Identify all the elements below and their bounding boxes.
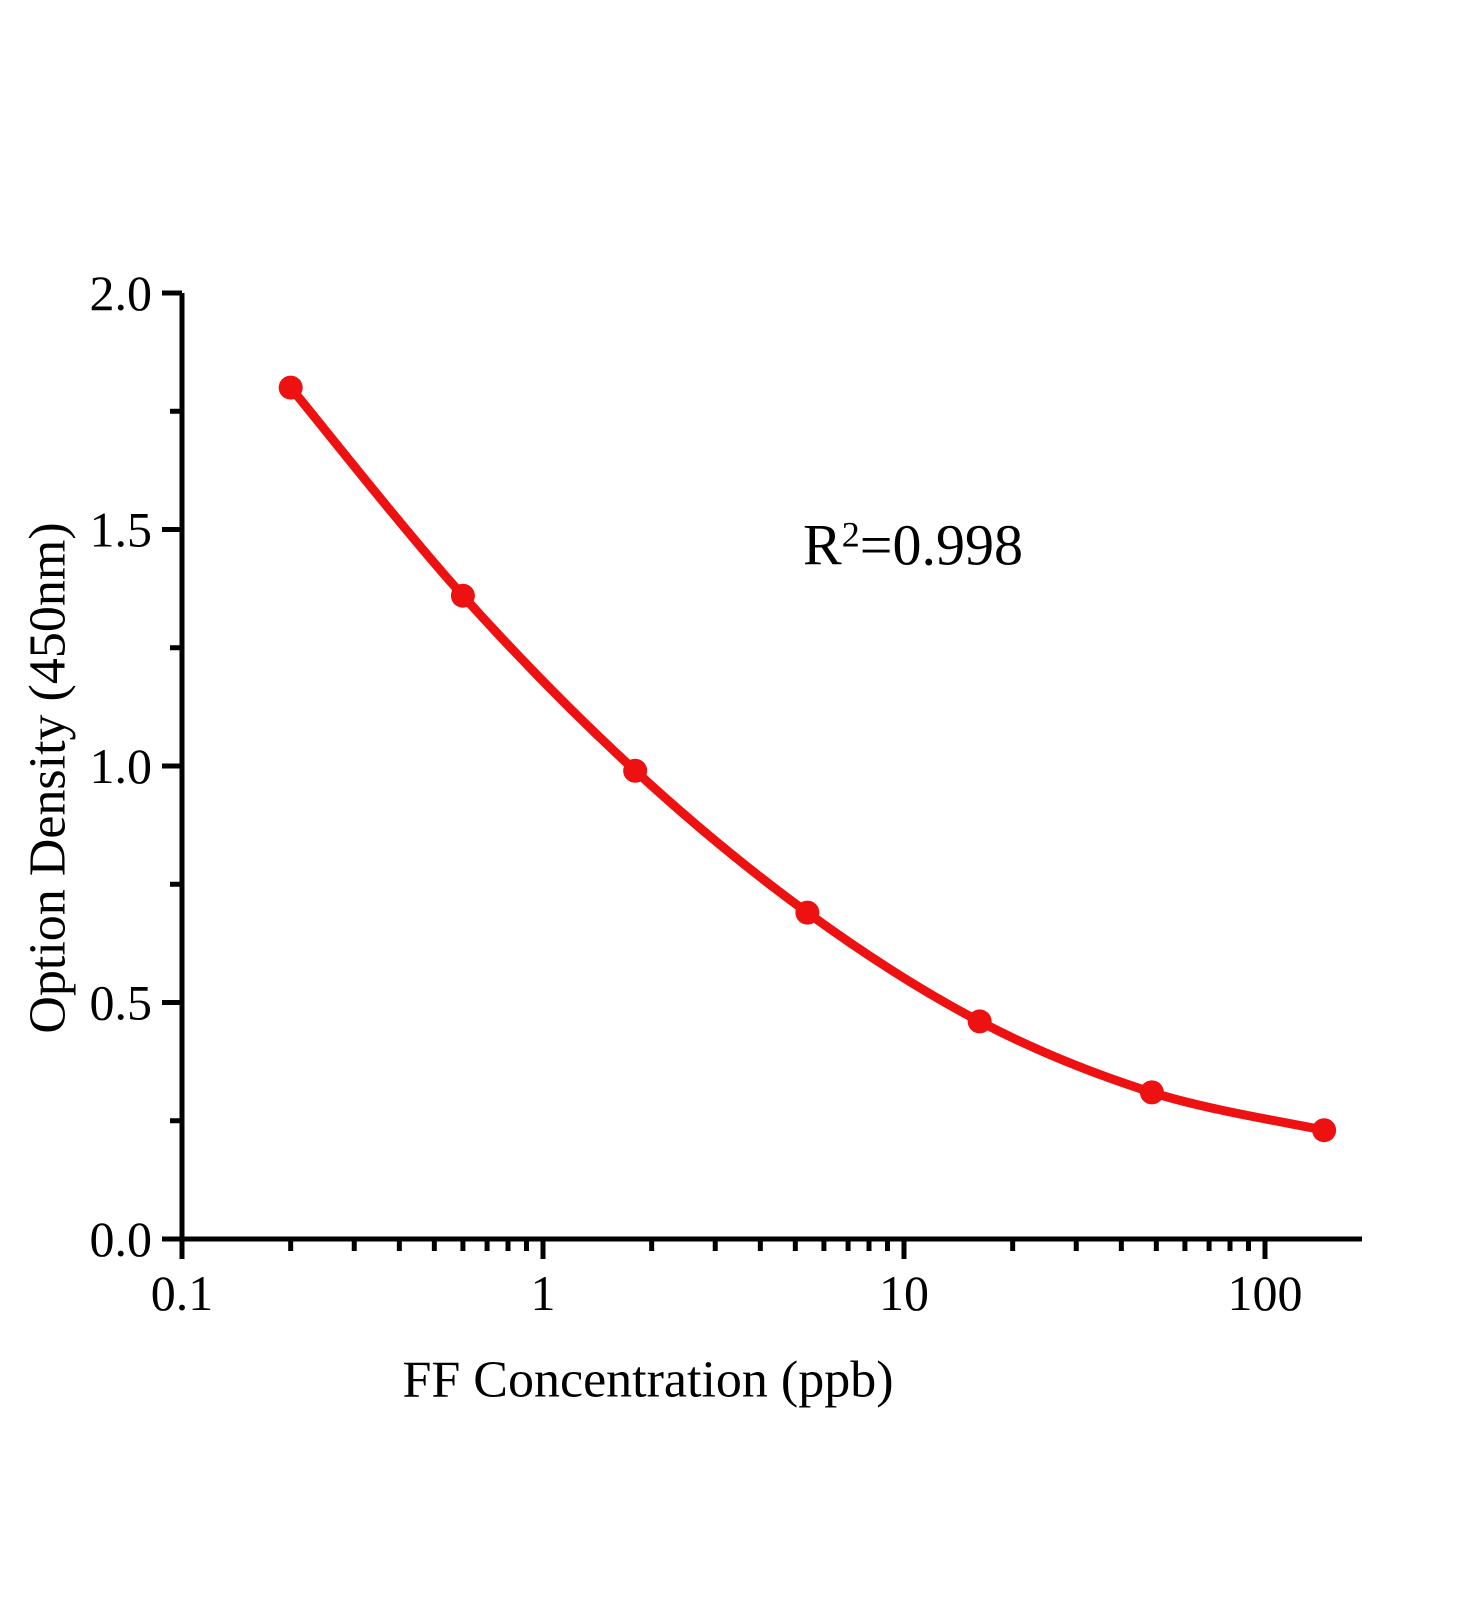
data-point-marker xyxy=(1139,1080,1164,1105)
y-tick-label: 1.5 xyxy=(90,502,153,558)
r-squared-annotation: R2=0.998 xyxy=(803,512,1023,579)
x-tick-label: 10 xyxy=(879,1265,929,1321)
annotation-rest: =0.998 xyxy=(859,512,1023,578)
y-axis-title: Option Density (450nm) xyxy=(19,522,77,1034)
y-tick-label: 1.0 xyxy=(90,738,153,794)
annotation-superscript: 2 xyxy=(841,514,860,555)
y-tick-label: 0.5 xyxy=(90,975,153,1031)
series-line xyxy=(286,383,1329,1135)
x-tick-label: 0.1 xyxy=(151,1265,214,1321)
x-tick-label: 1 xyxy=(531,1265,556,1321)
y-tick-label: 0.0 xyxy=(90,1211,153,1267)
data-point-marker xyxy=(623,758,648,783)
x-tick-label: 100 xyxy=(1228,1265,1303,1321)
annotation-base: R xyxy=(803,512,842,578)
y-tick-label: 2.0 xyxy=(90,265,153,321)
data-point-marker xyxy=(967,1009,992,1034)
data-point-marker xyxy=(1312,1118,1337,1143)
data-point-marker xyxy=(795,900,820,925)
data-point-marker xyxy=(450,583,475,608)
data-point-marker xyxy=(278,375,303,400)
x-axis-title: FF Concentration (ppb) xyxy=(402,1351,894,1409)
